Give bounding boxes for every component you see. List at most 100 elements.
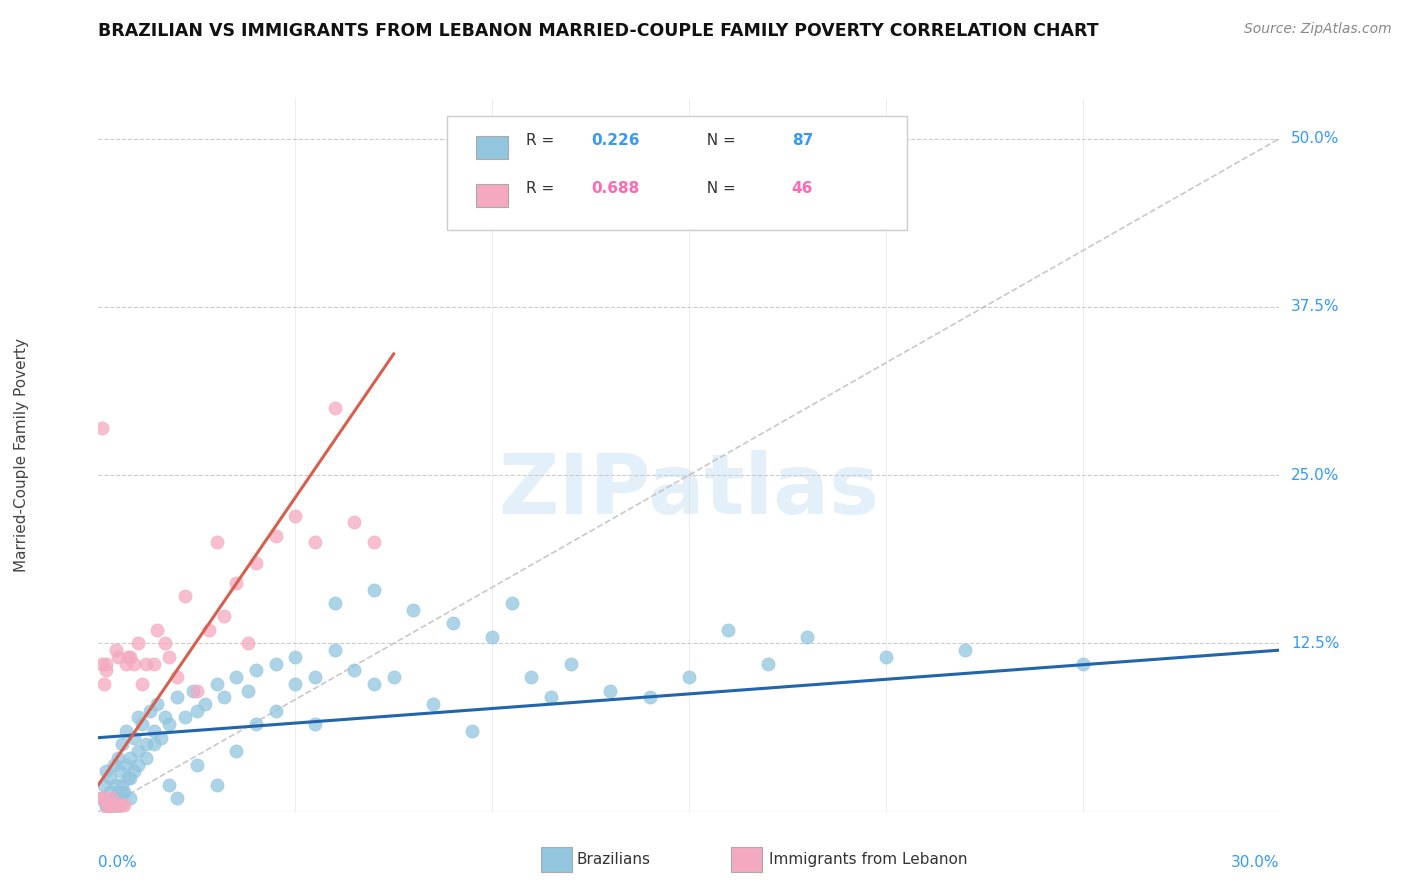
Text: ZIPatlas: ZIPatlas: [499, 450, 879, 531]
Point: [638, 690, 661, 705]
Point: [127, 636, 149, 650]
Point: [115, 757, 138, 772]
Point: [264, 704, 287, 718]
Point: [560, 657, 582, 671]
Point: [166, 791, 188, 805]
Point: [236, 636, 259, 650]
Point: [93, 677, 115, 691]
Point: [155, 636, 177, 650]
Point: [599, 683, 621, 698]
Point: [115, 723, 138, 738]
Point: [186, 704, 208, 718]
Point: [150, 731, 173, 745]
Point: [122, 731, 145, 745]
Text: Source: ZipAtlas.com: Source: ZipAtlas.com: [1244, 22, 1392, 37]
Point: [1071, 657, 1094, 671]
Point: [111, 784, 134, 798]
Point: [323, 401, 346, 415]
Point: [97, 805, 120, 819]
Text: 12.5%: 12.5%: [1291, 636, 1340, 651]
FancyBboxPatch shape: [447, 116, 907, 230]
Point: [796, 630, 818, 644]
Text: 37.5%: 37.5%: [1291, 300, 1340, 314]
Point: [111, 778, 134, 792]
Point: [245, 717, 267, 731]
Point: [98, 797, 121, 812]
Point: [157, 778, 180, 792]
Text: Brazilians: Brazilians: [576, 853, 651, 867]
Point: [138, 704, 160, 718]
Point: [157, 649, 180, 664]
Point: [225, 744, 247, 758]
Point: [135, 751, 157, 765]
Text: 50.0%: 50.0%: [1291, 131, 1340, 146]
Point: [107, 649, 129, 664]
Point: [117, 771, 139, 785]
Point: [101, 791, 124, 805]
Point: [91, 791, 114, 805]
Point: [89, 791, 111, 805]
Point: [103, 791, 125, 805]
Point: [96, 797, 118, 812]
Point: [118, 791, 141, 805]
Text: 0.688: 0.688: [591, 181, 640, 196]
Point: [111, 797, 134, 812]
Point: [236, 683, 259, 698]
Point: [363, 582, 385, 597]
Text: R =: R =: [526, 134, 560, 148]
Point: [91, 657, 114, 671]
Point: [93, 791, 115, 805]
Point: [101, 797, 124, 812]
Point: [127, 757, 149, 772]
Text: 87: 87: [792, 134, 813, 148]
Point: [174, 710, 197, 724]
Point: [441, 616, 464, 631]
Point: [323, 643, 346, 657]
Point: [122, 764, 145, 779]
Point: [111, 738, 134, 752]
Point: [96, 764, 118, 779]
Bar: [477, 184, 508, 207]
Point: [127, 744, 149, 758]
Point: [135, 738, 157, 752]
Point: [97, 797, 120, 812]
Text: 0.226: 0.226: [591, 134, 640, 148]
Point: [481, 630, 503, 644]
Point: [540, 690, 562, 705]
Point: [205, 677, 228, 691]
Point: [264, 657, 287, 671]
Point: [363, 677, 385, 691]
Point: [118, 771, 141, 785]
Point: [245, 664, 267, 678]
Bar: [477, 136, 508, 159]
Text: 30.0%: 30.0%: [1232, 855, 1279, 870]
Point: [181, 683, 204, 698]
Point: [103, 757, 125, 772]
Point: [422, 697, 444, 711]
Point: [205, 778, 228, 792]
Point: [142, 723, 165, 738]
Point: [245, 556, 267, 570]
Point: [117, 649, 139, 664]
Point: [98, 784, 121, 798]
Point: [142, 738, 165, 752]
Point: [875, 649, 897, 664]
Point: [197, 623, 219, 637]
Point: [402, 603, 425, 617]
Text: Married-Couple Family Poverty: Married-Couple Family Poverty: [14, 338, 30, 572]
Point: [304, 535, 326, 549]
Point: [115, 657, 138, 671]
Point: [94, 657, 117, 671]
Point: [214, 690, 236, 705]
Point: [90, 421, 112, 435]
Point: [284, 649, 307, 664]
Point: [103, 797, 125, 812]
Point: [225, 670, 247, 684]
Point: [461, 723, 484, 738]
Point: [146, 697, 169, 711]
Point: [284, 508, 307, 523]
Point: [304, 670, 326, 684]
Point: [112, 784, 135, 798]
Point: [105, 778, 128, 792]
Point: [146, 623, 169, 637]
